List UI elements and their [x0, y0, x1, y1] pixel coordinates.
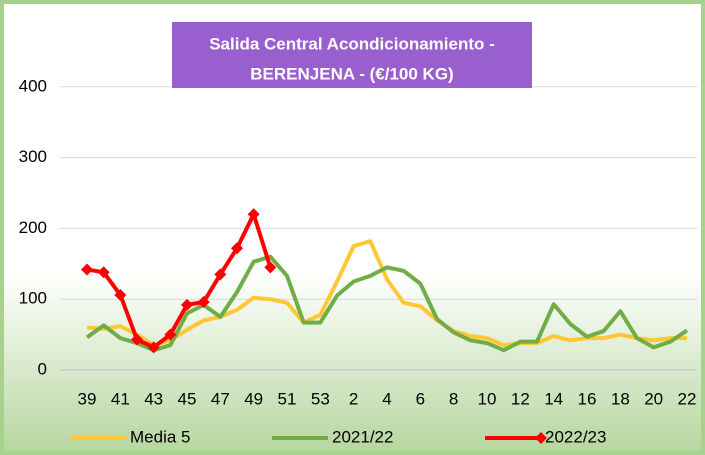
x-tick-label: 51 [278, 389, 297, 408]
series-line [85, 254, 689, 353]
x-tick-label: 12 [511, 389, 530, 408]
marker [231, 242, 243, 255]
marker [164, 328, 177, 341]
marker [264, 261, 277, 274]
x-tick-label: 47 [211, 389, 230, 408]
x-tick-label: 22 [678, 389, 697, 408]
x-tick-label: 49 [244, 389, 263, 408]
x-tick-label: 4 [382, 389, 391, 408]
legend-label: 2022/23 [545, 427, 606, 446]
series-line [86, 212, 273, 350]
x-tick-label: 53 [311, 389, 330, 408]
x-tick-label: 16 [578, 389, 597, 408]
y-tick-label: 300 [19, 147, 47, 166]
x-tick-label: 43 [144, 389, 163, 408]
x-tick-label: 2 [349, 389, 358, 408]
marker [114, 288, 127, 301]
x-tick-label: 20 [644, 389, 663, 408]
legend-label: 2021/22 [332, 427, 393, 446]
x-tick-label: 6 [416, 389, 425, 408]
chart-title: Salida Central Acondicionamiento - [209, 34, 495, 53]
x-tick-label: 41 [111, 389, 130, 408]
marker [97, 266, 110, 279]
title-box [172, 22, 532, 88]
x-tick-label: 14 [544, 389, 563, 408]
chart-title: BERENJENA - (€/100 KG) [250, 64, 453, 83]
y-tick-label: 100 [19, 289, 47, 308]
x-tick-label: 10 [478, 389, 497, 408]
x-tick-label: 45 [178, 389, 197, 408]
y-tick-label: 0 [38, 359, 47, 378]
legend-label: Media 5 [130, 427, 190, 446]
legend-marker [535, 432, 547, 444]
marker [247, 208, 260, 221]
marker [131, 333, 143, 346]
marker [147, 341, 160, 354]
x-tick-label: 8 [449, 389, 458, 408]
marker [197, 296, 210, 309]
y-tick-label: 200 [19, 218, 47, 237]
marker [181, 298, 193, 311]
marker [81, 263, 93, 276]
marker [214, 268, 227, 281]
y-tick-label: 400 [19, 76, 47, 95]
x-tick-label: 18 [611, 389, 630, 408]
x-tick-label: 39 [78, 389, 97, 408]
